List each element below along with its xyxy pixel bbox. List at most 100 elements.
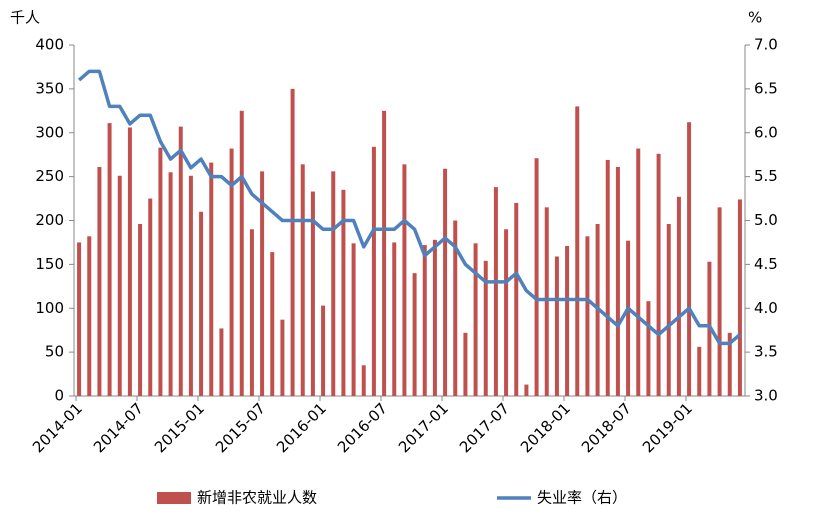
bar bbox=[453, 220, 458, 396]
bar bbox=[199, 211, 204, 396]
bar bbox=[443, 168, 448, 396]
legend-label: 失业率（右） bbox=[537, 489, 627, 507]
y-tick-label: 0 bbox=[54, 387, 64, 405]
bar bbox=[392, 242, 397, 396]
bar bbox=[615, 166, 620, 396]
bar bbox=[575, 106, 580, 397]
bar bbox=[341, 189, 346, 396]
y-tick-label: 50 bbox=[45, 343, 64, 361]
bar bbox=[585, 236, 590, 396]
bar bbox=[565, 245, 570, 396]
x-tick-label: 2016-07 bbox=[334, 399, 391, 456]
bar bbox=[737, 199, 742, 396]
legend-label: 新增非农就业人数 bbox=[197, 489, 317, 507]
bar bbox=[138, 224, 143, 396]
bar bbox=[544, 207, 549, 396]
bar bbox=[188, 175, 193, 396]
bar bbox=[270, 252, 275, 396]
bar bbox=[361, 365, 366, 396]
bar bbox=[310, 191, 315, 396]
bar bbox=[473, 243, 478, 396]
x-tick-label: 2016-01 bbox=[273, 399, 330, 456]
bar bbox=[382, 110, 387, 396]
bar bbox=[97, 166, 102, 396]
bar bbox=[77, 242, 82, 396]
bar bbox=[87, 236, 92, 396]
bar bbox=[524, 384, 529, 396]
bar bbox=[656, 153, 661, 396]
x-tick-label: 2018-07 bbox=[578, 399, 635, 456]
bar bbox=[158, 147, 163, 396]
y2-tick-label: 6.0 bbox=[754, 123, 778, 141]
bar bbox=[219, 328, 224, 396]
x-tick-label: 2014-01 bbox=[29, 399, 86, 456]
y2-tick-label: 3.0 bbox=[754, 387, 778, 405]
bar bbox=[422, 245, 427, 396]
bar bbox=[178, 126, 183, 397]
x-tick-label: 2015-01 bbox=[151, 399, 208, 456]
x-tick-label: 2015-07 bbox=[212, 399, 269, 456]
bar bbox=[148, 198, 153, 396]
y2-tick-label: 3.5 bbox=[754, 343, 778, 361]
bar bbox=[717, 207, 722, 396]
bar bbox=[605, 159, 610, 396]
bar bbox=[300, 164, 305, 396]
y-tick-label: 200 bbox=[35, 211, 64, 229]
bar bbox=[351, 243, 356, 396]
bar bbox=[697, 346, 702, 396]
x-tick-label: 2017-01 bbox=[395, 399, 452, 456]
bar bbox=[676, 196, 681, 396]
bar bbox=[371, 146, 376, 396]
y-tick-label: 350 bbox=[35, 79, 64, 97]
y2-tick-label: 5.0 bbox=[754, 211, 778, 229]
bar bbox=[260, 171, 265, 396]
bar bbox=[727, 332, 732, 396]
bar bbox=[249, 229, 254, 396]
x-tick-label: 2019-01 bbox=[639, 399, 696, 456]
y-tick-label: 100 bbox=[35, 299, 64, 317]
bar bbox=[117, 175, 122, 396]
bar bbox=[636, 148, 641, 396]
bar bbox=[432, 239, 437, 396]
bar bbox=[321, 305, 326, 396]
bar bbox=[280, 319, 285, 396]
bar bbox=[402, 164, 407, 396]
bar bbox=[504, 229, 509, 396]
bar bbox=[331, 171, 336, 396]
bar bbox=[127, 127, 132, 397]
y2-tick-label: 7.0 bbox=[754, 36, 778, 54]
line bbox=[77, 69, 742, 346]
bar bbox=[168, 172, 173, 396]
y2-tick-label: 6.5 bbox=[754, 79, 778, 97]
y-tick-label: 300 bbox=[35, 123, 64, 141]
y-tick-label: 400 bbox=[35, 36, 64, 54]
y2-tick-label: 4.5 bbox=[754, 255, 778, 273]
bar bbox=[483, 260, 488, 396]
right-axis-label: % bbox=[748, 9, 762, 27]
x-tick-label: 2017-07 bbox=[456, 399, 513, 456]
bar bbox=[493, 187, 498, 396]
left-axis-label: 千人 bbox=[10, 9, 40, 27]
legend-swatch bbox=[157, 492, 191, 504]
bar bbox=[646, 301, 651, 396]
bar bbox=[209, 162, 214, 396]
y-tick-label: 150 bbox=[35, 255, 64, 273]
y-tick-label: 250 bbox=[35, 167, 64, 185]
bar bbox=[290, 88, 295, 396]
bar bbox=[514, 202, 519, 396]
bar bbox=[412, 273, 417, 396]
bar bbox=[229, 148, 234, 396]
bar bbox=[666, 224, 671, 396]
x-tick-label: 2014-07 bbox=[90, 399, 147, 456]
bar bbox=[239, 110, 244, 396]
bar bbox=[687, 122, 692, 396]
bar bbox=[554, 256, 559, 396]
bar bbox=[534, 158, 539, 396]
x-tick-label: 2018-01 bbox=[517, 399, 574, 456]
y2-tick-label: 5.5 bbox=[754, 167, 778, 185]
bar bbox=[463, 332, 468, 396]
y2-tick-label: 4.0 bbox=[754, 299, 778, 317]
bar bbox=[626, 240, 631, 396]
bar bbox=[107, 123, 112, 396]
